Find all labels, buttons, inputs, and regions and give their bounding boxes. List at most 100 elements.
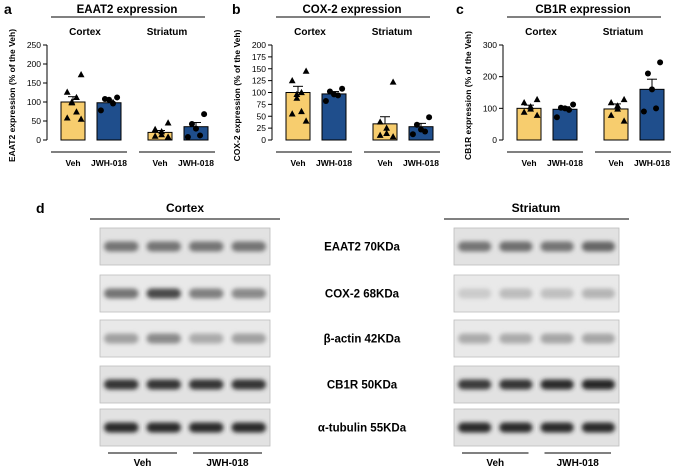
blot-band — [499, 288, 533, 299]
blot-band — [499, 422, 533, 433]
group-label: Striatum — [372, 27, 413, 38]
data-point-circle — [649, 86, 655, 93]
data-point-triangle — [164, 119, 172, 126]
group-label: Cortex — [525, 27, 557, 38]
blot-condition-label: Veh — [134, 458, 152, 469]
x-tick-label: JWH-018 — [91, 158, 127, 168]
blot-band — [146, 288, 181, 299]
group-label: Cortex — [69, 27, 101, 38]
data-point-triangle — [288, 110, 296, 117]
data-point-triangle — [376, 131, 384, 138]
blot-band-label: β-actin 42KDa — [324, 334, 401, 346]
blot-band — [458, 422, 492, 433]
data-point-circle — [110, 100, 117, 107]
blot-band — [499, 241, 533, 252]
data-point-triangle — [389, 133, 397, 140]
y-tick-label: 50 — [257, 111, 267, 121]
y-tick-label: 150 — [27, 78, 41, 88]
data-point-circle — [201, 111, 208, 118]
blot-band — [581, 379, 615, 390]
group-label: Striatum — [147, 27, 188, 38]
blot-group-title: Striatum — [512, 201, 561, 215]
y-tick-label: 150 — [252, 64, 266, 74]
data-point-triangle — [302, 67, 310, 74]
data-point-circle — [114, 94, 121, 101]
western-blot-layer: d Cortex Striatum EAAT2 70KDa COX-2 68KDa β-a… — [36, 200, 629, 469]
blot-band — [231, 379, 266, 390]
group-label: Striatum — [603, 27, 644, 38]
blot-band — [104, 241, 139, 252]
data-point-triangle — [151, 132, 159, 139]
blot-band — [540, 379, 574, 390]
blot-band — [231, 241, 266, 252]
group-label: Cortex — [294, 27, 326, 38]
chart-panel-a: a EAAT2 expression Cortex Striatum 0 50 100 150… — [4, 1, 215, 168]
blot-band — [458, 241, 492, 252]
x-tick-label: Veh — [290, 158, 305, 168]
panel-letter-b: b — [232, 1, 241, 17]
blot-group-title: Cortex — [166, 201, 204, 215]
chart-title: COX-2 expression — [302, 4, 401, 16]
blot-band — [231, 333, 266, 344]
blot-band — [189, 379, 224, 390]
blot-band — [189, 288, 224, 299]
y-axis-label: CB1R expression (% of the Veh) — [463, 31, 473, 160]
bar — [603, 108, 629, 141]
y-tick-label: 100 — [27, 97, 41, 107]
data-point-triangle — [520, 108, 528, 115]
blot-band-label: EAAT2 70KDa — [324, 242, 400, 254]
data-point-circle — [644, 70, 651, 77]
panel-letter-a: a — [4, 1, 12, 17]
y-tick-label: 175 — [252, 52, 266, 62]
data-point-triangle — [68, 99, 76, 106]
data-point-circle — [339, 85, 346, 92]
y-tick-label: 125 — [252, 76, 266, 86]
panel-letter-d: d — [36, 200, 45, 216]
blot-band — [104, 379, 139, 390]
y-tick-label: 250 — [27, 40, 41, 50]
blot-band — [581, 241, 615, 252]
y-tick-label: 0 — [36, 135, 41, 145]
data-point-circle — [184, 133, 191, 140]
data-point-triangle — [620, 95, 628, 103]
blot-band — [146, 422, 181, 433]
data-point-triangle — [164, 133, 172, 140]
x-tick-label: Veh — [521, 158, 536, 168]
blot-condition-label: Veh — [486, 458, 504, 469]
blot-band — [146, 333, 181, 344]
blot-band — [499, 379, 533, 390]
data-point-triangle — [527, 105, 535, 112]
data-point-circle — [570, 101, 577, 108]
data-point-triangle — [520, 99, 528, 106]
chart-title: EAAT2 expression — [77, 4, 178, 16]
data-point-circle — [657, 59, 664, 66]
data-point-triangle — [158, 131, 166, 138]
data-point-circle — [422, 128, 429, 135]
data-point-triangle — [293, 90, 301, 97]
data-point-triangle — [614, 105, 622, 112]
data-point-triangle — [376, 118, 384, 125]
blot-band — [540, 333, 574, 344]
x-tick-label: JWH-018 — [403, 158, 439, 168]
data-point-circle — [566, 106, 573, 113]
blot-condition-label: JWH-018 — [206, 458, 249, 469]
bar-charts-layer: a EAAT2 expression Cortex Striatum 0 50 100 150… — [4, 1, 671, 168]
data-point-triangle — [77, 71, 85, 78]
data-point-circle — [426, 114, 433, 121]
data-point-triangle — [73, 93, 80, 101]
data-point-triangle — [389, 78, 397, 85]
blot-band — [231, 288, 266, 299]
blot-band — [458, 288, 492, 299]
y-tick-label: 100 — [252, 88, 266, 98]
bar — [552, 108, 578, 141]
y-tick-label: 300 — [483, 40, 497, 50]
y-axis-label: EAAT2 expression (% of the Veh) — [7, 29, 17, 162]
data-point-triangle — [614, 102, 622, 109]
y-axis-label: COX-2 expression (% of the Veh) — [232, 29, 242, 161]
data-point-triangle — [607, 111, 615, 118]
chart-title: CB1R expression — [535, 4, 630, 16]
data-point-triangle — [63, 88, 71, 95]
y-tick-label: 100 — [483, 103, 497, 113]
data-point-triangle — [288, 77, 296, 84]
